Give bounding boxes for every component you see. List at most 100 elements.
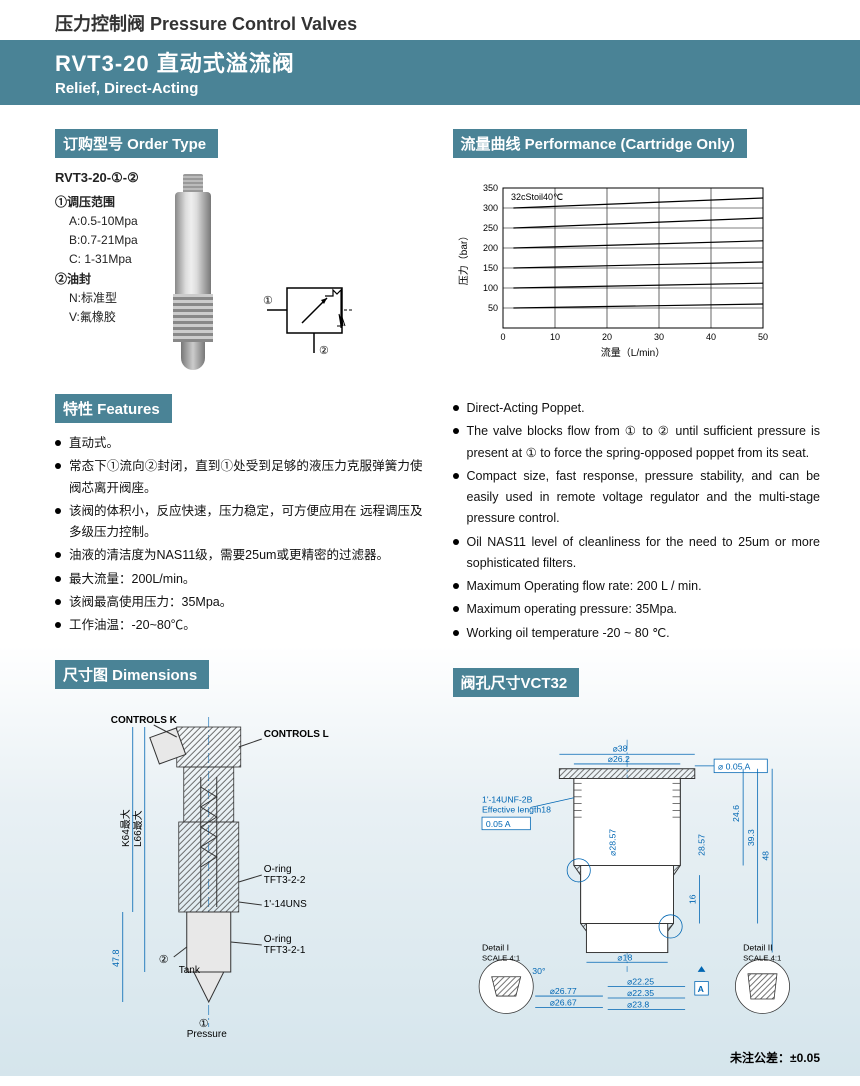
order-heading: 订购型号 Order Type	[55, 129, 218, 158]
svg-text:⌀22.25: ⌀22.25	[627, 976, 654, 986]
svg-text:⌀23.8: ⌀23.8	[627, 999, 649, 1009]
svg-text:CONTROLS K: CONTROLS K	[111, 715, 178, 726]
cavity-heading: 阀孔尺寸VCT32	[453, 668, 580, 697]
feature-item: 直动式。	[55, 433, 423, 454]
feature-item: Maximum operating pressure: 35Mpa.	[453, 599, 821, 620]
order-model: RVT3-20-①-②	[55, 168, 139, 189]
svg-text:O-ring: O-ring	[264, 864, 292, 875]
feature-item: 最大流量：200L/min。	[55, 569, 423, 590]
svg-text:48: 48	[760, 851, 770, 861]
svg-text:O-ring: O-ring	[264, 934, 292, 945]
category-title: 压力控制阀 Pressure Control Valves	[55, 10, 820, 36]
feature-item: Maximum Operating flow rate: 200 L / min…	[453, 576, 821, 597]
feature-item: 油液的清洁度为NAS11级，需要25um或更精密的过滤器。	[55, 545, 423, 566]
hydraulic-schematic: ① ②	[257, 268, 377, 358]
svg-text:16: 16	[687, 894, 697, 904]
opt1-c: C: 1-31Mpa	[55, 250, 139, 269]
svg-text:压力（bar）: 压力（bar）	[457, 231, 470, 285]
tolerance-note: 未注公差：±0.05	[453, 1049, 821, 1066]
features-heading: 特性 Features	[55, 394, 172, 423]
svg-text:SCALE 4:1: SCALE 4:1	[743, 953, 781, 962]
svg-text:30: 30	[653, 332, 663, 342]
svg-text:32cStoil40℃: 32cStoil40℃	[511, 192, 563, 202]
perf-heading: 流量曲线 Performance (Cartridge Only)	[453, 129, 747, 158]
valve-photo	[153, 174, 233, 374]
svg-text:30°: 30°	[532, 966, 545, 976]
opt2-n: N:标准型	[55, 289, 139, 308]
feature-item: Oil NAS11 level of cleanliness for the n…	[453, 532, 821, 575]
svg-text:Detail I: Detail I	[482, 942, 509, 952]
svg-text:1'-14UNF-2B: 1'-14UNF-2B	[482, 794, 533, 804]
order-block: RVT3-20-①-② ①调压范围 A:0.5-10Mpa B:0.7-21Mp…	[55, 168, 423, 374]
svg-text:10: 10	[549, 332, 559, 342]
opt1-title: ①调压范围	[55, 193, 139, 212]
svg-text:⌀26.67: ⌀26.67	[549, 997, 576, 1007]
feature-item: 该阀的体积小，反应快速，压力稳定，可方便应用在 远程调压及多级压力控制。	[55, 501, 423, 544]
cavity-diagram: ⌀38 ⌀26.2 ⌀ 0.05 A 1'-14UNF-2B Effective…	[453, 715, 821, 1045]
svg-text:⌀26.2: ⌀26.2	[607, 754, 629, 764]
svg-text:SCALE 4:1: SCALE 4:1	[482, 953, 520, 962]
svg-text:39.3: 39.3	[745, 829, 755, 846]
svg-text:50: 50	[487, 303, 497, 313]
right-column: 流量曲线 Performance (Cartridge Only) 501001…	[453, 129, 821, 1066]
svg-text:24.6: 24.6	[731, 805, 741, 822]
opt1-b: B:0.7-21Mpa	[55, 231, 139, 250]
dimensions-diagram: CONTROLS K CONTROLS L K64最大 L66最大 O-ring…	[55, 707, 423, 1037]
cavity-section: 阀孔尺寸VCT32	[453, 668, 821, 1066]
model-subtitle: Relief, Direct-Acting	[55, 80, 848, 97]
svg-text:40: 40	[705, 332, 715, 342]
svg-text:A: A	[697, 984, 704, 994]
svg-text:①: ①	[263, 295, 273, 307]
feature-item: 该阀最高使用压力：35Mpa。	[55, 592, 423, 613]
svg-text:250: 250	[482, 223, 497, 233]
feature-item: 工作油温：-20~80℃。	[55, 615, 423, 636]
svg-text:Detail II: Detail II	[743, 942, 772, 952]
feature-item: The valve blocks flow from ① to ② until …	[453, 421, 821, 464]
left-column: 订购型号 Order Type RVT3-20-①-② ①调压范围 A:0.5-…	[55, 129, 423, 1066]
svg-text:1'-14UNS: 1'-14UNS	[264, 899, 307, 910]
features-en-list: Direct-Acting Poppet.The valve blocks fl…	[453, 398, 821, 644]
svg-text:⌀18: ⌀18	[617, 952, 632, 962]
svg-text:流量（L/min）: 流量（L/min）	[600, 346, 664, 358]
feature-item: Working oil temperature -20 ~ 80 ℃.	[453, 623, 821, 644]
svg-text:200: 200	[482, 243, 497, 253]
svg-text:150: 150	[482, 263, 497, 273]
svg-text:⌀22.35: ⌀22.35	[627, 988, 654, 998]
svg-text:350: 350	[482, 183, 497, 193]
opt2-title: ②油封	[55, 270, 139, 289]
svg-text:300: 300	[482, 203, 497, 213]
svg-text:Pressure: Pressure	[187, 1029, 227, 1037]
page: 压力控制阀 Pressure Control Valves RVT3-20 直动…	[0, 0, 860, 1086]
svg-text:CONTROLS L: CONTROLS L	[264, 729, 329, 740]
svg-text:⌀26.77: ⌀26.77	[549, 986, 576, 996]
svg-text:28.57: 28.57	[696, 834, 706, 856]
header-band: RVT3-20 直动式溢流阀 Relief, Direct-Acting	[0, 40, 860, 105]
performance-chart: 50 100 150 200 250 300 350 0 10 20 30 40 50 流量（L/min）…	[453, 178, 773, 358]
feature-item: Direct-Acting Poppet.	[453, 398, 821, 419]
svg-text:TFT3-2-1: TFT3-2-1	[264, 945, 306, 956]
svg-text:Effective length18: Effective length18	[482, 804, 551, 814]
svg-text:Tank: Tank	[179, 965, 201, 976]
dimensions-section: 尺寸图 Dimensions	[55, 660, 423, 1037]
svg-text:20: 20	[601, 332, 611, 342]
svg-text:⌀28.57: ⌀28.57	[607, 828, 617, 855]
model-title: RVT3-20 直动式溢流阀	[55, 46, 848, 78]
svg-text:⌀38: ⌀38	[612, 743, 627, 753]
features-en-section: Direct-Acting Poppet.The valve blocks fl…	[453, 398, 821, 644]
feature-item: Compact size, fast response, pressure st…	[453, 466, 821, 530]
svg-text:47.8: 47.8	[111, 950, 121, 968]
svg-text:100: 100	[482, 283, 497, 293]
dims-heading: 尺寸图 Dimensions	[55, 660, 209, 689]
features-cn-section: 特性 Features 直动式。常态下①流向②封闭，直到①处受到足够的液压力克服…	[55, 394, 423, 636]
svg-text:0.05 A: 0.05 A	[485, 819, 510, 829]
svg-text:②: ②	[319, 345, 329, 357]
order-text: RVT3-20-①-② ①调压范围 A:0.5-10Mpa B:0.7-21Mp…	[55, 168, 139, 327]
svg-text:0: 0	[500, 332, 505, 342]
svg-text:50: 50	[757, 332, 767, 342]
svg-text:TFT3-2-2: TFT3-2-2	[264, 875, 306, 886]
svg-text:⌀ 0.05 A: ⌀ 0.05 A	[717, 762, 749, 772]
opt1-a: A:0.5-10Mpa	[55, 212, 139, 231]
feature-item: 常态下①流向②封闭，直到①处受到足够的液压力克服弹簧力使阀芯离开阀座。	[55, 456, 423, 499]
opt2-v: V:氟橡胶	[55, 308, 139, 327]
features-cn-list: 直动式。常态下①流向②封闭，直到①处受到足够的液压力克服弹簧力使阀芯离开阀座。该…	[55, 433, 423, 636]
